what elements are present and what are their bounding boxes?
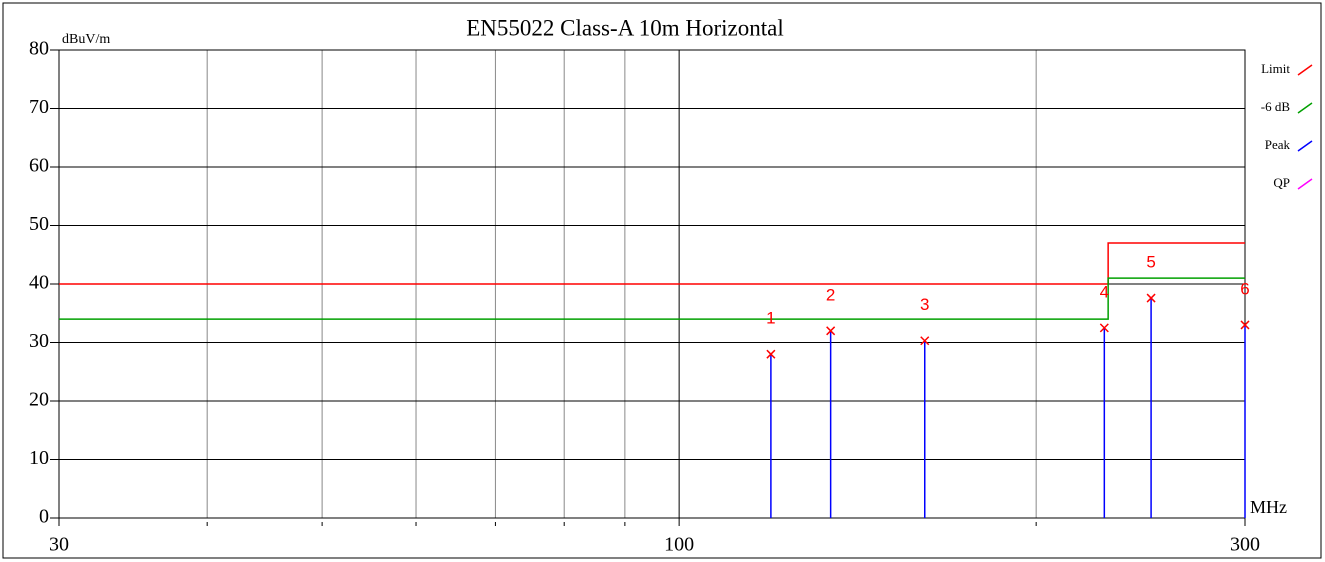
marker-label: 6 (1240, 279, 1249, 298)
y-tick-label: 50 (29, 213, 49, 235)
marker-label: 4 (1100, 282, 1109, 301)
y-tick-label: 70 (29, 96, 49, 118)
marker-label: 3 (920, 295, 929, 314)
limit-line (59, 242, 1245, 285)
x-axis-label: MHz (1250, 497, 1287, 517)
peak-marker (1240, 320, 1250, 330)
peak-marker (826, 326, 836, 336)
legend-label: -6 dB (1261, 99, 1291, 114)
chart-title: EN55022 Class-A 10m Horizontal (466, 15, 784, 40)
limit-line (59, 277, 1245, 320)
legend-swatch (1297, 102, 1313, 114)
peak-marker (920, 336, 930, 346)
marker-label: 1 (766, 309, 775, 328)
y-tick-label: 60 (29, 155, 49, 177)
y-tick-label: 20 (29, 389, 49, 411)
y-tick-label: 40 (29, 272, 49, 294)
legend-swatch (1297, 64, 1313, 76)
x-tick-label: 30 (49, 534, 69, 556)
legend-label: QP (1273, 175, 1290, 190)
peak-marker (1146, 293, 1156, 303)
peak-marker (766, 349, 776, 359)
marker-label: 5 (1146, 253, 1155, 272)
y-axis-label: dBuV/m (62, 32, 110, 47)
y-tick-label: 80 (29, 38, 49, 60)
y-tick-label: 0 (39, 506, 49, 528)
marker-label: 2 (826, 285, 835, 304)
legend-label: Limit (1261, 61, 1290, 76)
x-tick-label: 100 (664, 534, 694, 556)
legend-swatch (1297, 140, 1313, 152)
legend-label: Peak (1265, 137, 1291, 152)
y-tick-label: 10 (29, 447, 49, 469)
legend-swatch (1297, 178, 1313, 190)
peak-marker (1099, 323, 1109, 333)
x-tick-label: 300 (1230, 534, 1260, 556)
y-tick-label: 30 (29, 330, 49, 352)
